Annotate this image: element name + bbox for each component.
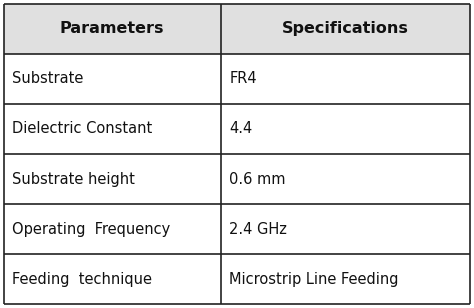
Text: Operating  Frequency: Operating Frequency bbox=[12, 222, 171, 237]
Bar bbox=[4, 4, 221, 54]
Text: Parameters: Parameters bbox=[60, 21, 164, 36]
Text: Microstrip Line Feeding: Microstrip Line Feeding bbox=[229, 272, 399, 287]
Text: Substrate height: Substrate height bbox=[12, 172, 135, 187]
Text: 0.6 mm: 0.6 mm bbox=[229, 172, 286, 187]
Text: 4.4: 4.4 bbox=[229, 121, 253, 136]
Text: Feeding  technique: Feeding technique bbox=[12, 272, 152, 287]
Text: FR4: FR4 bbox=[229, 71, 257, 86]
Text: Dielectric Constant: Dielectric Constant bbox=[12, 121, 153, 136]
Text: Specifications: Specifications bbox=[282, 21, 409, 36]
Bar bbox=[221, 4, 470, 54]
Text: 2.4 GHz: 2.4 GHz bbox=[229, 222, 287, 237]
Text: Substrate: Substrate bbox=[12, 71, 84, 86]
